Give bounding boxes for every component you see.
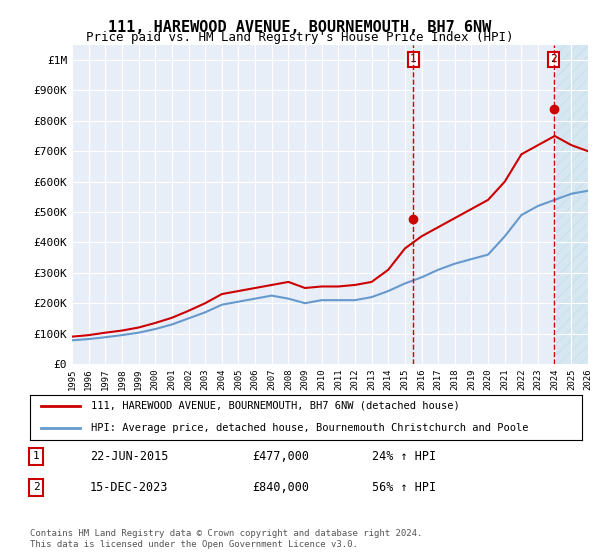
Text: 2: 2	[551, 54, 557, 64]
Text: 1: 1	[32, 451, 40, 461]
Text: £477,000: £477,000	[252, 450, 309, 463]
Text: 111, HAREWOOD AVENUE, BOURNEMOUTH, BH7 6NW: 111, HAREWOOD AVENUE, BOURNEMOUTH, BH7 6…	[109, 20, 491, 35]
Text: 24% ↑ HPI: 24% ↑ HPI	[372, 450, 436, 463]
Bar	[555, 45, 588, 364]
Text: 111, HAREWOOD AVENUE, BOURNEMOUTH, BH7 6NW (detached house): 111, HAREWOOD AVENUE, BOURNEMOUTH, BH7 6…	[91, 401, 460, 411]
Text: 1: 1	[410, 54, 416, 64]
Text: 56% ↑ HPI: 56% ↑ HPI	[372, 480, 436, 494]
Text: £840,000: £840,000	[252, 480, 309, 494]
Text: HPI: Average price, detached house, Bournemouth Christchurch and Poole: HPI: Average price, detached house, Bour…	[91, 423, 528, 433]
Text: Price paid vs. HM Land Registry's House Price Index (HPI): Price paid vs. HM Land Registry's House …	[86, 31, 514, 44]
Text: 22-JUN-2015: 22-JUN-2015	[90, 450, 169, 463]
Text: Contains HM Land Registry data © Crown copyright and database right 2024.
This d: Contains HM Land Registry data © Crown c…	[30, 529, 422, 549]
Text: 15-DEC-2023: 15-DEC-2023	[90, 480, 169, 494]
Text: 2: 2	[32, 482, 40, 492]
